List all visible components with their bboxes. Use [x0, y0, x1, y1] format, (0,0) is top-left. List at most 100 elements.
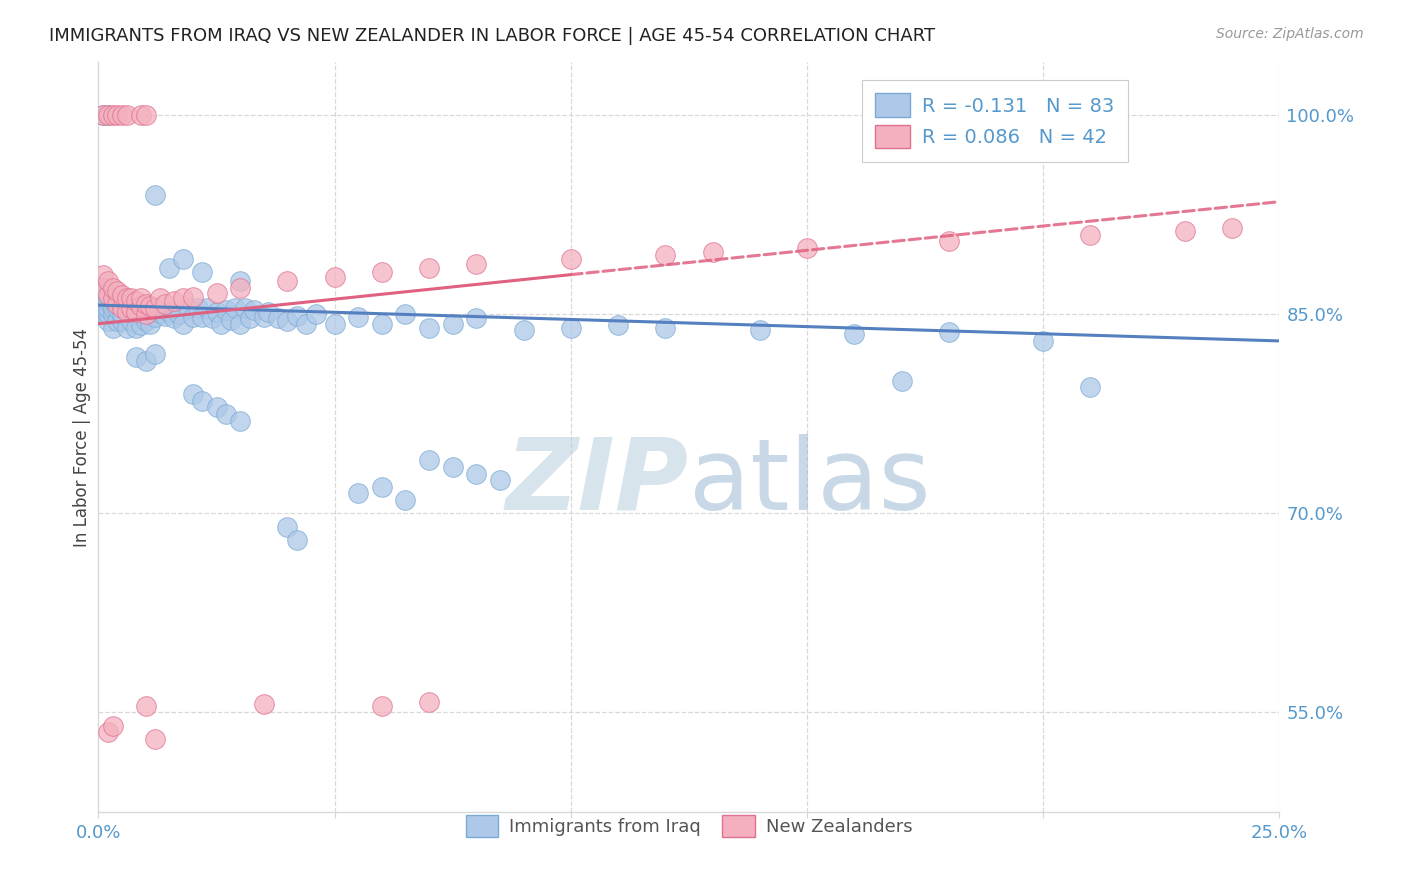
Point: [181, 310, 204, 324]
Point: [394, 493, 416, 508]
Point: [111, 314, 134, 328]
Point: [139, 300, 162, 314]
Point: [347, 486, 370, 500]
Point: [135, 354, 157, 368]
Point: [229, 281, 252, 295]
Point: [167, 307, 190, 321]
Point: [209, 317, 232, 331]
Point: [105, 301, 128, 315]
Point: [938, 325, 960, 339]
Point: [105, 108, 128, 122]
Point: [219, 312, 242, 326]
Point: [560, 252, 582, 266]
Point: [111, 108, 134, 122]
Point: [111, 294, 134, 309]
Point: [205, 305, 228, 319]
Point: [253, 310, 276, 324]
Point: [267, 311, 290, 326]
Point: [115, 301, 138, 315]
Point: [97, 301, 120, 315]
Point: [91, 108, 114, 122]
Point: [276, 519, 298, 533]
Point: [371, 317, 394, 331]
Point: [285, 309, 308, 323]
Point: [97, 287, 120, 301]
Point: [187, 301, 209, 315]
Point: [347, 310, 370, 324]
Point: [191, 265, 214, 279]
Point: [143, 731, 166, 746]
Point: [125, 305, 148, 319]
Point: [224, 301, 246, 315]
Point: [748, 323, 770, 337]
Point: [143, 188, 166, 202]
Point: [91, 294, 114, 309]
Point: [101, 108, 124, 122]
Point: [796, 241, 818, 255]
Point: [1032, 334, 1054, 348]
Point: [1080, 380, 1102, 394]
Point: [143, 301, 166, 315]
Point: [201, 311, 224, 326]
Point: [97, 108, 120, 122]
Point: [512, 323, 534, 337]
Point: [295, 317, 318, 331]
Point: [129, 292, 152, 306]
Point: [418, 695, 440, 709]
Y-axis label: In Labor Force | Age 45-54: In Labor Force | Age 45-54: [73, 327, 91, 547]
Point: [371, 698, 394, 713]
Point: [139, 317, 162, 331]
Point: [101, 320, 124, 334]
Point: [253, 698, 276, 712]
Point: [91, 307, 114, 321]
Point: [172, 292, 194, 306]
Point: [91, 268, 114, 282]
Point: [121, 301, 143, 315]
Point: [135, 698, 157, 713]
Point: [181, 290, 204, 304]
Point: [121, 314, 143, 328]
Point: [101, 307, 124, 321]
Point: [97, 108, 120, 122]
Point: [115, 305, 138, 319]
Point: [181, 387, 204, 401]
Point: [1220, 221, 1243, 235]
Point: [101, 294, 124, 309]
Point: [135, 303, 157, 318]
Point: [135, 307, 157, 321]
Point: [371, 480, 394, 494]
Point: [91, 281, 114, 295]
Point: [149, 306, 172, 320]
Point: [111, 301, 134, 315]
Point: [654, 320, 676, 334]
Text: Source: ZipAtlas.com: Source: ZipAtlas.com: [1216, 27, 1364, 41]
Point: [135, 108, 157, 122]
Point: [129, 301, 152, 315]
Point: [205, 286, 228, 301]
Point: [163, 294, 186, 309]
Point: [560, 320, 582, 334]
Point: [143, 347, 166, 361]
Point: [890, 374, 912, 388]
Point: [418, 260, 440, 275]
Point: [121, 292, 143, 306]
Point: [125, 294, 148, 309]
Point: [239, 311, 262, 326]
Point: [115, 320, 138, 334]
Point: [115, 292, 138, 306]
Point: [111, 307, 134, 321]
Point: [233, 301, 256, 315]
Point: [129, 108, 152, 122]
Point: [135, 314, 157, 328]
Point: [125, 305, 148, 319]
Point: [121, 301, 143, 315]
Point: [285, 533, 308, 547]
Point: [418, 453, 440, 467]
Point: [276, 274, 298, 288]
Point: [91, 108, 114, 122]
Point: [215, 407, 238, 421]
Point: [172, 252, 194, 266]
Point: [323, 317, 346, 331]
Point: [323, 270, 346, 285]
Point: [276, 314, 298, 328]
